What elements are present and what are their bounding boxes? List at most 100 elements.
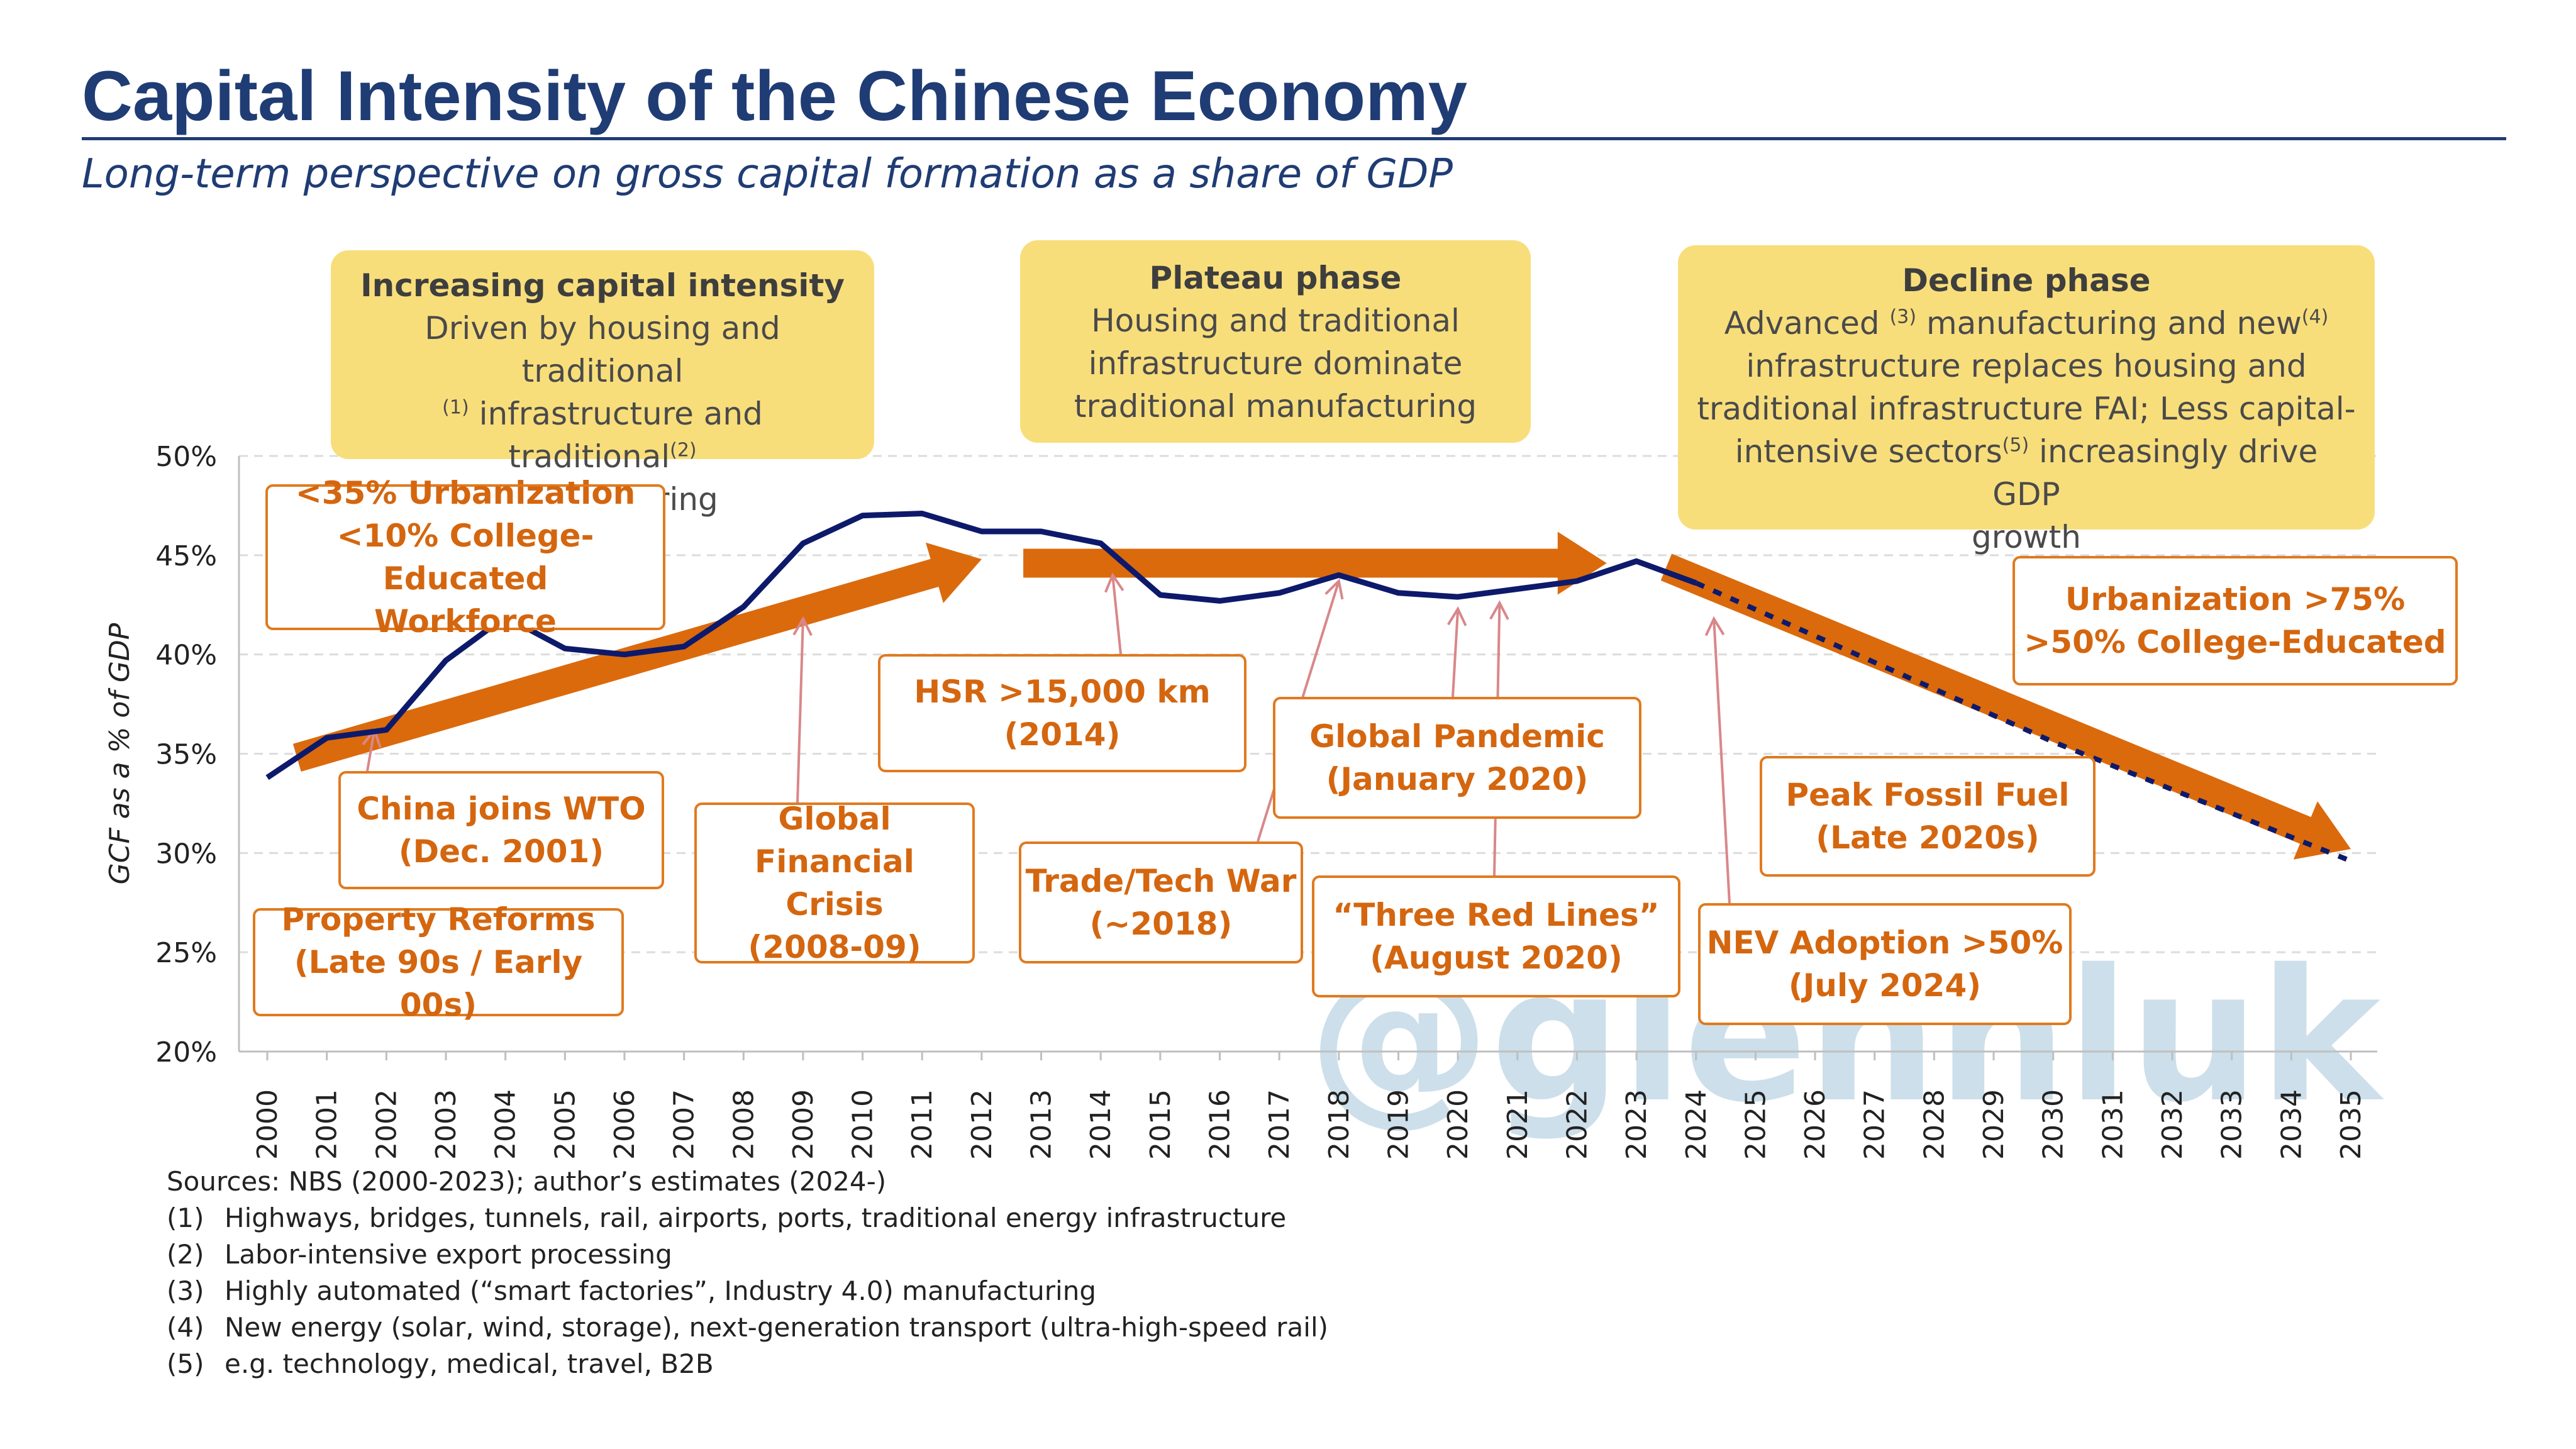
x-tick-label: 2015	[1145, 1089, 1177, 1160]
footnote: (2) Labor-intensive export processing	[167, 1239, 672, 1270]
phase-box-plateau: Plateau phase Housing and traditional in…	[1020, 240, 1531, 443]
connector-pandemic	[1452, 608, 1460, 697]
x-tick-label: 2011	[906, 1089, 938, 1160]
x-tick-label: 2008	[728, 1089, 760, 1160]
connector-head	[792, 616, 813, 636]
x-tick-label: 2000	[252, 1089, 284, 1160]
x-tick-label: 2005	[549, 1089, 581, 1160]
trend-arrow-decline	[1660, 553, 2351, 860]
x-tick-label: 2025	[1740, 1089, 1772, 1160]
x-tick-label: 2023	[1621, 1089, 1653, 1160]
phase-box-decline: Decline phase Advanced (3) manufacturing…	[1678, 245, 2375, 555]
phase-title: Decline phase	[1902, 262, 2151, 299]
x-tick-label: 2029	[1978, 1089, 2010, 1160]
phase-text: growth	[1972, 519, 2081, 555]
y-tick-label: 20%	[155, 1036, 217, 1069]
x-tick-label: 2003	[430, 1089, 462, 1160]
connector-nev	[1713, 618, 1731, 904]
footnote-ref: (1)	[442, 396, 469, 419]
page-title: Capital Intensity of the Chinese Economy	[82, 57, 1468, 135]
x-tick-label: 2021	[1502, 1089, 1534, 1160]
x-tick-label: 2019	[1382, 1089, 1414, 1160]
x-tick-label: 2004	[490, 1089, 522, 1160]
callout-peak-fossil: Peak Fossil Fuel (Late 2020s)	[1760, 756, 2096, 877]
x-tick-label: 2007	[669, 1089, 701, 1160]
callout-nev: NEV Adoption >50% (July 2024)	[1698, 903, 2072, 1025]
x-tick-label: 2024	[1680, 1089, 1713, 1160]
phase-text: Housing and traditional	[1091, 303, 1460, 339]
callout-china-wto: China joins WTO (Dec. 2001)	[338, 771, 664, 889]
connector-head	[1324, 578, 1344, 600]
y-tick-label: 40%	[155, 640, 217, 672]
sources-line: Sources: NBS (2000-2023); author’s estim…	[167, 1166, 887, 1197]
sources-and-footnotes: Sources: NBS (2000-2023); author’s estim…	[167, 1163, 1328, 1382]
phase-title: Plateau phase	[1149, 260, 1402, 296]
x-tick-label: 2001	[311, 1089, 343, 1160]
x-tick-label: 2012	[966, 1089, 998, 1160]
footnote-ref: (4)	[2301, 306, 2329, 328]
x-tick-label: 2009	[787, 1089, 819, 1160]
footnote-ref: (5)	[2002, 434, 2029, 457]
x-tick-label: 2034	[2275, 1089, 2307, 1160]
x-tick-label: 2028	[1918, 1089, 1950, 1160]
footnote: (1) Highways, bridges, tunnels, rail, air…	[167, 1202, 1287, 1233]
x-tick-label: 2035	[2335, 1089, 2367, 1160]
phase-text: intensive sectors(5) increasingly drive …	[1735, 433, 2318, 513]
x-tick-label: 2014	[1085, 1089, 1117, 1160]
trend-arrow-increasing	[292, 542, 982, 772]
x-tick-label: 2033	[2216, 1089, 2248, 1160]
x-tick-label: 2017	[1263, 1089, 1296, 1160]
x-tick-label: 2026	[1799, 1089, 1831, 1160]
footnote: (3) Highly automated (“smart factories”, …	[167, 1275, 1096, 1306]
trend-arrow-plateau	[1023, 531, 1607, 595]
callout-three-red-lines: “Three Red Lines” (August 2020)	[1312, 875, 1680, 997]
connector-head	[1489, 600, 1509, 620]
phase-text: traditional manufacturing	[1074, 388, 1477, 425]
callout-pandemic: Global Pandemic (January 2020)	[1273, 697, 1641, 819]
phase-text: infrastructure replaces housing and	[1746, 348, 2307, 384]
x-tick-label: 2016	[1204, 1089, 1236, 1160]
series-line-estimate	[1695, 580, 2352, 863]
x-tick-label: 2010	[847, 1089, 879, 1160]
connector-head	[1446, 606, 1467, 626]
phase-title: Increasing capital intensity	[360, 267, 845, 304]
callout-urbanization-low: <35% Urbanization <10% College-Educated …	[265, 475, 665, 640]
footnote-ref: (3)	[1889, 306, 1917, 328]
phase-text: infrastructure dominate	[1088, 345, 1463, 382]
x-tick-label: 2027	[1859, 1089, 1891, 1160]
connector-gfc	[796, 618, 804, 803]
x-tick-label: 2006	[609, 1089, 641, 1160]
phase-text: (1) infrastructure and traditional(2)	[442, 396, 763, 475]
connector-hsr	[1111, 575, 1122, 655]
connector-head	[1104, 572, 1124, 593]
phase-text: traditional infrastructure FAI; Less cap…	[1697, 391, 2356, 427]
phase-text: Advanced (3) manufacturing and new(4)	[1724, 305, 2329, 341]
x-tick-label: 2032	[2157, 1089, 2189, 1160]
callout-trade-war: Trade/Tech War (~2018)	[1019, 841, 1303, 963]
x-tick-label: 2030	[2038, 1089, 2070, 1160]
footnote: (5) e.g. technology, medical, travel, B2B	[167, 1348, 714, 1379]
y-tick-label: 35%	[155, 739, 217, 771]
phase-text: Driven by housing and traditional	[425, 310, 780, 389]
x-tick-label: 2022	[1561, 1089, 1593, 1160]
footnote-ref: (2)	[670, 439, 697, 462]
callout-property-reforms: Property Reforms (Late 90s / Early 00s)	[253, 901, 624, 1023]
y-tick-label: 45%	[155, 540, 217, 572]
y-tick-label: 30%	[155, 838, 217, 870]
x-tick-label: 2013	[1026, 1089, 1058, 1160]
x-tick-label: 2031	[2097, 1089, 2129, 1160]
callout-hsr: HSR >15,000 km (2014)	[878, 654, 1246, 772]
y-tick-label: 25%	[155, 937, 217, 969]
callout-gfc: Global Financial Crisis (2008-09)	[694, 801, 975, 965]
x-tick-label: 2002	[370, 1089, 402, 1160]
callout-urbanization-high: Urbanization >75% >50% College-Educated	[2012, 556, 2458, 686]
x-tick-label: 2020	[1442, 1089, 1474, 1160]
x-tick-label: 2018	[1323, 1089, 1355, 1160]
title-divider	[82, 137, 2506, 140]
phase-box-increasing: Increasing capital intensity Driven by h…	[331, 250, 874, 518]
footnote: (4) New energy (solar, wind, storage), ne…	[167, 1312, 1328, 1343]
connector-china-wto	[366, 730, 376, 772]
y-axis-title: GCF as a % of GDP	[104, 623, 136, 884]
page-subtitle: Long-term perspective on gross capital f…	[82, 151, 1453, 197]
connector-head	[1704, 616, 1725, 636]
